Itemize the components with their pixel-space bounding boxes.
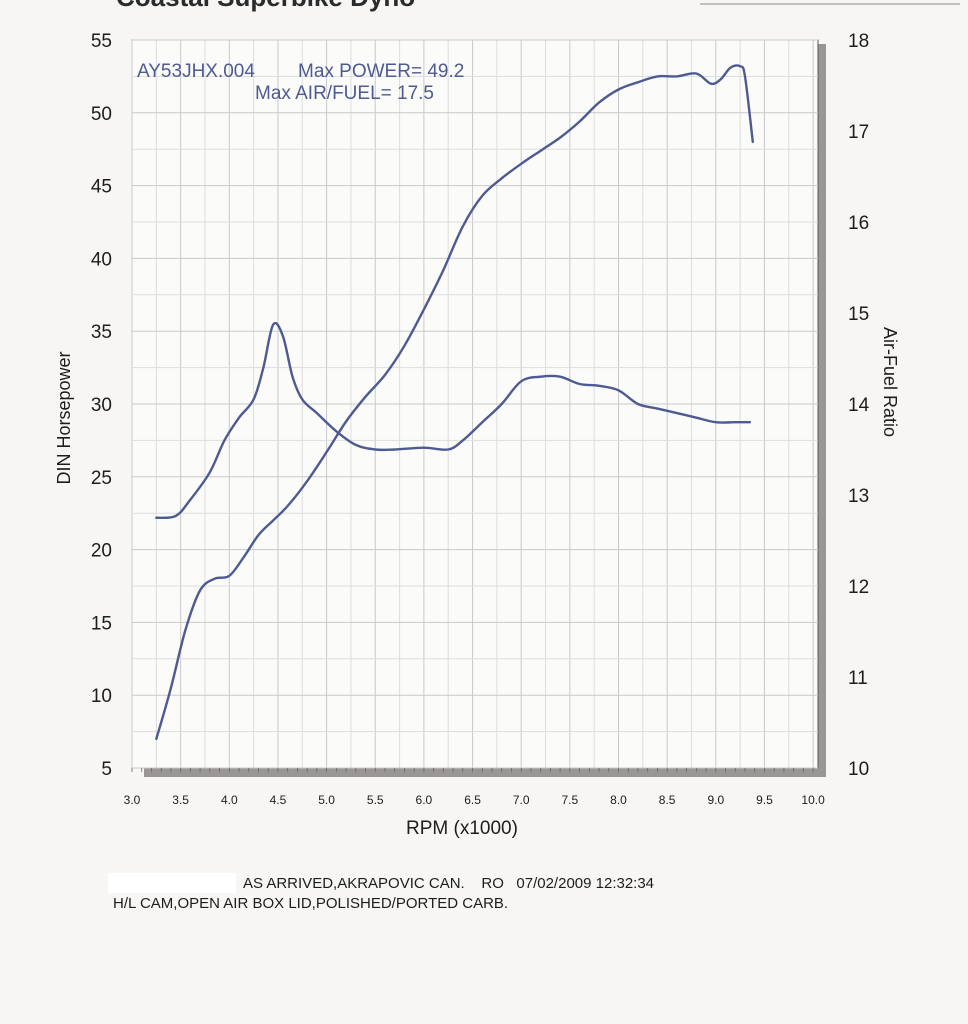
y-tick-label-left: 55	[91, 31, 112, 52]
footer-line-2: H/L CAM,OPEN AIR BOX LID,POLISHED/PORTED…	[113, 895, 509, 912]
header-fragment: Coastal Superbike Dyno	[116, 0, 415, 12]
x-tick-label: 6.5	[464, 793, 481, 807]
y-tick-label-right: 16	[848, 213, 869, 234]
y-tick-label-left: 35	[91, 322, 112, 343]
y-tick-label-right: 14	[848, 395, 870, 416]
annotation-max-power: Max POWER= 49.2	[298, 61, 464, 82]
x-tick-label: 9.5	[756, 793, 773, 807]
y-tick-label-left: 40	[91, 249, 112, 270]
x-tick-label: 8.5	[659, 793, 676, 807]
chart-shadow-bottom	[144, 768, 826, 777]
y-tick-label-left: 10	[91, 686, 112, 707]
y-tick-label-left: 5	[101, 759, 112, 780]
footer-line-1: AS ARRIVED,AKRAPOVIC CAN. RO 07/02/2009 …	[243, 875, 655, 892]
series-lines	[155, 64, 754, 741]
y-tick-label-left: 30	[91, 395, 112, 416]
x-tick-label: 3.5	[172, 793, 189, 807]
x-tick-label: 6.0	[416, 793, 433, 807]
y-tick-label-right: 17	[848, 122, 869, 143]
tick-labels: 3.0 3.5 4.0 4.5 5.0 5.5 6.0 6.5 7.0 7.5 8.0 8.5 9.0 9…	[91, 31, 870, 807]
annotation-run: AY53JHX.004	[137, 61, 255, 82]
x-tick-label: 8.0	[610, 793, 627, 807]
annotation-max-af: Max AIR/FUEL= 17.5	[255, 83, 434, 104]
x-tick-label: 5.0	[318, 793, 335, 807]
x-tick-label: 7.5	[562, 793, 579, 807]
y-tick-label-right: 12	[848, 577, 869, 598]
x-tick-label: 4.0	[221, 793, 238, 807]
x-tick-label: 10.0	[801, 793, 825, 807]
x-tick-label: 7.0	[513, 793, 530, 807]
y-tick-label-right: 13	[848, 486, 869, 507]
horsepower-line	[155, 64, 754, 741]
redacted-box	[108, 873, 236, 893]
air-fuel-ratio-line	[155, 321, 752, 520]
x-tick-label: 9.0	[707, 793, 724, 807]
grid	[131, 39, 818, 772]
x-axis-label: RPM (x1000)	[406, 818, 518, 839]
y-tick-label-right: 10	[848, 759, 869, 780]
dyno-chart: Coastal Superbike Dyno 3.0 3.5 4.0 4.5 5.0 5.…	[54, 0, 960, 839]
y-tick-label-right: 15	[848, 304, 869, 325]
y-tick-label-right: 11	[848, 668, 868, 689]
y-tick-label-left: 50	[91, 104, 112, 125]
y-tick-label-left: 25	[91, 468, 112, 489]
y-tick-label-left: 20	[91, 541, 112, 562]
x-tick-label: 5.5	[367, 793, 384, 807]
y-tick-label-left: 15	[91, 613, 112, 634]
y-tick-label-right: 18	[848, 31, 869, 52]
y-tick-label-left: 45	[91, 177, 112, 198]
y-axis-label-right: Air-Fuel Ratio	[880, 327, 900, 437]
y-axis-label-left: DIN Horsepower	[54, 351, 74, 484]
x-tick-label: 4.5	[270, 793, 287, 807]
chart-shadow-right	[817, 44, 826, 776]
x-tick-label: 3.0	[124, 793, 141, 807]
